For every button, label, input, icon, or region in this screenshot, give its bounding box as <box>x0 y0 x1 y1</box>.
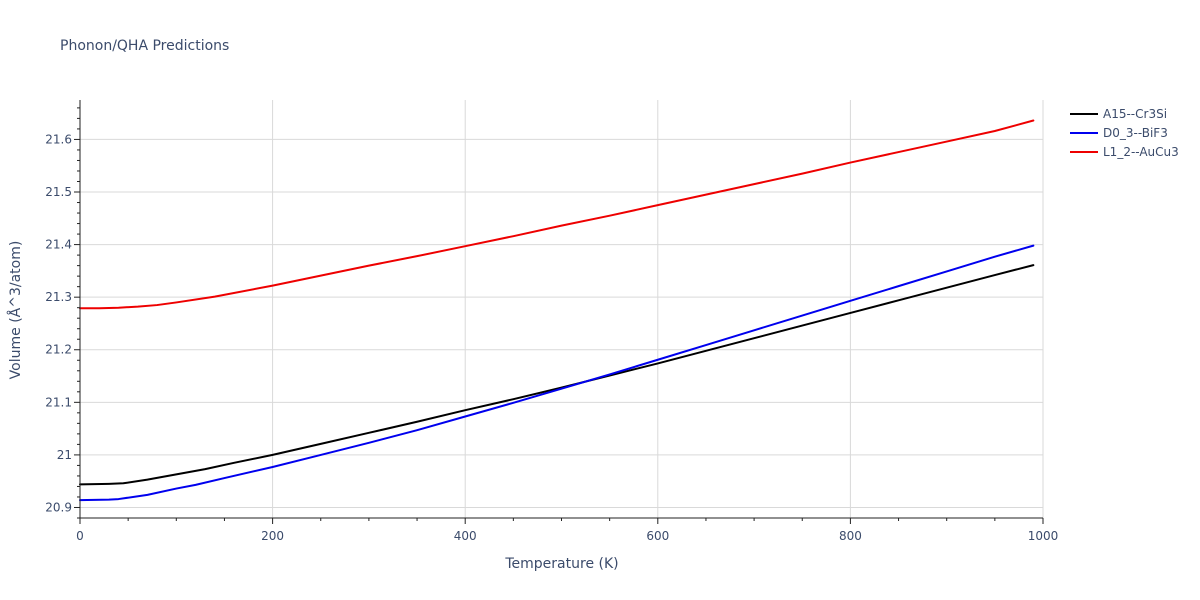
y-tick-label: 21.4 <box>45 238 72 252</box>
y-tick-label: 21.1 <box>45 395 72 409</box>
x-tick-label: 400 <box>454 529 477 543</box>
x-tick-label: 600 <box>646 529 669 543</box>
y-tick-label: 21 <box>57 448 72 462</box>
y-tick-label: 21.3 <box>45 290 72 304</box>
series-line-a15-cr3si <box>79 264 1035 486</box>
legend-item-l1-2-aucu3[interactable]: L1_2--AuCu3 <box>1070 145 1179 159</box>
legend-label: A15--Cr3Si <box>1103 107 1167 121</box>
y-axis-title: Volume (Å^3/atom) <box>7 241 24 380</box>
axes <box>74 100 1044 524</box>
legend-item-a15-cr3si[interactable]: A15--Cr3Si <box>1070 107 1167 121</box>
tick-labels: 0 200 400 600 800 1000 20.9 21 21.1 21.2 21.3 21.4 2… <box>45 132 1058 543</box>
series-line-d0-3-bif3 <box>79 244 1035 502</box>
x-tick-label: 200 <box>261 529 284 543</box>
series-line-l1-2-aucu3 <box>79 119 1035 310</box>
legend-label: D0_3--BiF3 <box>1103 126 1168 140</box>
y-tick-label: 21.6 <box>45 132 72 146</box>
legend-label: L1_2--AuCu3 <box>1103 145 1179 159</box>
x-axis-title: Temperature (K) <box>504 556 618 572</box>
x-tick-label: 800 <box>839 529 862 543</box>
series-layer <box>79 119 1035 502</box>
grid-lines <box>80 100 1044 518</box>
y-tick-label: 21.5 <box>45 185 72 199</box>
y-tick-label: 21.2 <box>45 343 72 357</box>
legend[interactable]: A15--Cr3Si D0_3--BiF3 L1_2--AuCu3 <box>1070 107 1179 159</box>
x-tick-label: 0 <box>76 529 84 543</box>
y-tick-label: 20.9 <box>45 500 72 514</box>
x-tick-label: 1000 <box>1028 529 1059 543</box>
chart-title: Phonon/QHA Predictions <box>60 38 229 54</box>
legend-item-d0-3-bif3[interactable]: D0_3--BiF3 <box>1070 126 1168 140</box>
